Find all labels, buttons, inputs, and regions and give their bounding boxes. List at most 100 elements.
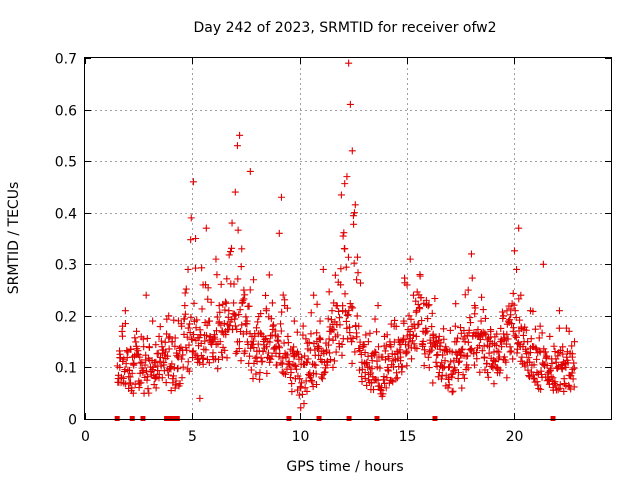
data-point	[171, 334, 179, 342]
data-point	[477, 317, 485, 325]
data-point	[337, 281, 345, 289]
data-point	[190, 299, 198, 307]
data-point	[326, 349, 334, 357]
data-point	[371, 315, 379, 323]
data-point	[366, 378, 374, 386]
data-point	[314, 342, 322, 350]
data-point	[502, 358, 510, 366]
data-point	[277, 327, 285, 335]
data-point	[529, 343, 537, 351]
data-point	[235, 345, 243, 353]
data-point	[325, 341, 333, 349]
data-point	[460, 374, 468, 382]
data-point	[196, 326, 204, 334]
data-point	[237, 263, 245, 271]
data-point	[187, 313, 195, 321]
data-point	[341, 290, 349, 298]
x-tick-label: 10	[292, 429, 310, 445]
data-point	[231, 322, 239, 330]
data-point	[403, 348, 411, 356]
data-point	[177, 320, 185, 328]
data-point	[233, 325, 241, 333]
data-point	[551, 348, 559, 356]
data-point	[330, 326, 338, 334]
data-point	[558, 365, 566, 373]
data-point	[156, 323, 164, 331]
data-point	[303, 387, 311, 395]
data-point	[178, 355, 186, 363]
data-point	[338, 351, 346, 359]
data-point	[149, 363, 157, 371]
data-point	[559, 350, 567, 358]
data-point	[358, 365, 366, 373]
data-point	[288, 380, 296, 388]
data-point	[222, 298, 230, 306]
data-point	[196, 359, 204, 367]
data-point	[441, 357, 449, 365]
data-point	[216, 338, 224, 346]
data-point	[187, 214, 195, 222]
data-point	[454, 334, 462, 342]
data-point	[536, 322, 544, 330]
data-point	[267, 315, 275, 323]
data-point	[529, 307, 537, 315]
data-point	[451, 322, 459, 330]
data-point	[135, 384, 143, 392]
data-point	[225, 307, 233, 315]
data-point	[123, 347, 131, 355]
data-point	[346, 329, 354, 337]
data-point	[503, 374, 511, 382]
data-point	[452, 300, 460, 308]
data-point	[521, 323, 529, 331]
data-point	[185, 341, 193, 349]
data-point	[284, 351, 292, 359]
data-point	[392, 322, 400, 330]
data-point	[384, 366, 392, 374]
data-point	[429, 379, 437, 387]
data-point	[277, 193, 285, 201]
data-point	[267, 355, 275, 363]
data-point	[456, 324, 464, 332]
data-point	[537, 385, 545, 393]
data-point	[531, 325, 539, 333]
data-point	[480, 354, 488, 362]
data-point	[461, 291, 469, 299]
data-point	[414, 321, 422, 329]
data-point	[325, 335, 333, 343]
data-point	[315, 351, 323, 359]
data-point	[546, 332, 554, 340]
data-point	[508, 320, 516, 328]
data-point	[370, 386, 378, 394]
data-point	[406, 327, 414, 335]
data-point	[230, 280, 238, 288]
data-point	[329, 336, 337, 344]
data-point	[446, 347, 454, 355]
data-point	[259, 347, 267, 355]
data-point	[438, 375, 446, 383]
zero-point	[286, 416, 292, 421]
data-point	[181, 289, 189, 297]
data-point	[257, 330, 265, 338]
data-point	[541, 348, 549, 356]
data-point	[275, 353, 283, 361]
data-point	[284, 332, 292, 340]
data-point	[515, 224, 523, 232]
data-point	[280, 369, 288, 377]
data-point	[213, 271, 221, 279]
zero-point	[129, 416, 135, 421]
data-point	[417, 294, 425, 302]
data-point	[362, 360, 370, 368]
data-point	[537, 370, 545, 378]
data-point	[382, 384, 390, 392]
x-tick-label: 5	[188, 429, 197, 445]
data-point	[389, 378, 397, 386]
data-point	[214, 355, 222, 363]
data-point	[500, 353, 508, 361]
data-point	[364, 338, 372, 346]
data-point	[385, 355, 393, 363]
data-point	[312, 370, 320, 378]
data-point	[132, 338, 140, 346]
data-point	[440, 325, 448, 333]
data-point	[391, 316, 399, 324]
